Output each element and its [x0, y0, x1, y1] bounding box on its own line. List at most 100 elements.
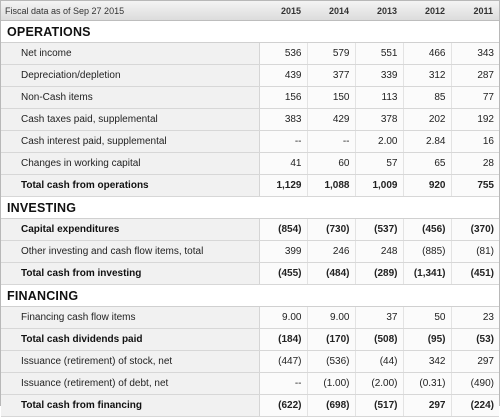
- cell-value: 466: [402, 42, 451, 65]
- row-label: Capital expenditures: [1, 218, 259, 241]
- cell-value: 85: [402, 86, 451, 109]
- cell-value: 41: [258, 152, 307, 175]
- table-row: Capital expenditures (854) (730) (537) (456)…: [1, 218, 499, 241]
- row-label: Total cash from operations: [1, 174, 259, 197]
- row-label: Non-Cash items: [1, 86, 259, 109]
- cell-value: (508): [354, 328, 403, 351]
- cell-value: 28: [450, 152, 499, 175]
- cell-value: 37: [354, 306, 403, 329]
- cell-value: (536): [306, 350, 355, 373]
- cell-value: (1.00): [306, 372, 355, 395]
- cell-value: 9.00: [258, 306, 307, 329]
- table-row: Cash taxes paid, supplemental 383 429 378 20…: [1, 108, 499, 131]
- section-header-row: FINANCING: [1, 284, 499, 307]
- cell-value: --: [258, 372, 307, 395]
- row-label: Net income: [1, 42, 259, 65]
- cell-value: 536: [258, 42, 307, 65]
- cell-value: 378: [354, 108, 403, 131]
- section-header-row: OPERATIONS: [1, 20, 499, 43]
- cell-value: 1,129: [258, 174, 307, 197]
- section-title: OPERATIONS: [1, 20, 499, 43]
- table-row: Total cash dividends paid (184) (170) (508)…: [1, 328, 499, 351]
- cell-value: (370): [450, 218, 499, 241]
- row-label: Total cash from investing: [1, 262, 259, 285]
- table-row: Financing cash flow items 9.00 9.00 37 50 23: [1, 306, 499, 329]
- cell-value: --: [258, 130, 307, 153]
- section-title: INVESTING: [1, 196, 499, 219]
- row-label: Changes in working capital: [1, 152, 259, 175]
- cell-value: 1,088: [306, 174, 355, 197]
- cell-value: (447): [258, 350, 307, 373]
- cell-value: (1,341): [402, 262, 451, 285]
- cell-value: 297: [450, 350, 499, 373]
- cell-value: (170): [306, 328, 355, 351]
- cell-value: 429: [306, 108, 355, 131]
- year-header: 2012: [403, 1, 451, 21]
- cell-value: 312: [402, 64, 451, 87]
- cell-value: 755: [450, 174, 499, 197]
- cell-value: 23: [450, 306, 499, 329]
- cell-value: (2.00): [354, 372, 403, 395]
- row-label: Issuance (retirement) of debt, net: [1, 372, 259, 395]
- cell-value: 248: [354, 240, 403, 263]
- year-header: 2011: [451, 1, 499, 21]
- table-row: Issuance (retirement) of debt, net -- (1.0…: [1, 372, 499, 395]
- cell-value: --: [306, 130, 355, 153]
- row-label: Financing cash flow items: [1, 306, 259, 329]
- cell-value: (854): [258, 218, 307, 241]
- cell-value: (484): [306, 262, 355, 285]
- row-label: Total cash dividends paid: [1, 328, 259, 351]
- cell-value: 377: [306, 64, 355, 87]
- table-row: Total cash from operations 1,129 1,088 1,00…: [1, 174, 499, 197]
- cell-value: 339: [354, 64, 403, 87]
- cell-value: 202: [402, 108, 451, 131]
- year-header: 2013: [355, 1, 403, 21]
- row-label: Other investing and cash flow items, tot…: [1, 240, 259, 263]
- cell-value: 2.84: [402, 130, 451, 153]
- cell-value: 246: [306, 240, 355, 263]
- section-title: FINANCING: [1, 284, 499, 307]
- cell-value: (730): [306, 218, 355, 241]
- table-row: Other investing and cash flow items, tot…: [1, 240, 499, 263]
- cell-value: 579: [306, 42, 355, 65]
- table-row: Net income 536 579 551 466 343: [1, 42, 499, 65]
- cell-value: 9.00: [306, 306, 355, 329]
- cell-value: 192: [450, 108, 499, 131]
- cell-value: (289): [354, 262, 403, 285]
- table-row: Depreciation/depletion 439 377 339 312 287: [1, 64, 499, 87]
- table-row: Total cash from investing (455) (484) (289)…: [1, 262, 499, 285]
- cell-value: (95): [402, 328, 451, 351]
- cell-value: 383: [258, 108, 307, 131]
- table-header-row: Fiscal data as of Sep 27 2015 2015 2014 …: [1, 1, 499, 21]
- table-row: Changes in working capital 41 60 57 65 28: [1, 152, 499, 175]
- table-row: Cash interest paid, supplemental -- -- 2.00…: [1, 130, 499, 153]
- cell-value: 1,009: [354, 174, 403, 197]
- cell-value: 57: [354, 152, 403, 175]
- cell-value: 150: [306, 86, 355, 109]
- cell-value: (0.31): [402, 372, 451, 395]
- cell-value: 343: [450, 42, 499, 65]
- fiscal-date-caption: Fiscal data as of Sep 27 2015: [1, 1, 259, 21]
- cell-value: 399: [258, 240, 307, 263]
- cell-value: 16: [450, 130, 499, 153]
- cell-value: 156: [258, 86, 307, 109]
- cell-value: 50: [402, 306, 451, 329]
- cell-value: (537): [354, 218, 403, 241]
- cell-value: 287: [450, 64, 499, 87]
- row-label: Depreciation/depletion: [1, 64, 259, 87]
- cell-value: 113: [354, 86, 403, 109]
- cell-value: 551: [354, 42, 403, 65]
- cell-value: (44): [354, 350, 403, 373]
- cell-value: 77: [450, 86, 499, 109]
- cell-value: (885): [402, 240, 451, 263]
- cell-value: 439: [258, 64, 307, 87]
- cell-value: 342: [402, 350, 451, 373]
- cell-value: (456): [402, 218, 451, 241]
- cell-value: (455): [258, 262, 307, 285]
- cell-value: 920: [402, 174, 451, 197]
- cell-value: (490): [450, 372, 499, 395]
- row-label: Cash interest paid, supplemental: [1, 130, 259, 153]
- table-row: Non-Cash items 156 150 113 85 77: [1, 86, 499, 109]
- year-header: 2015: [259, 1, 307, 21]
